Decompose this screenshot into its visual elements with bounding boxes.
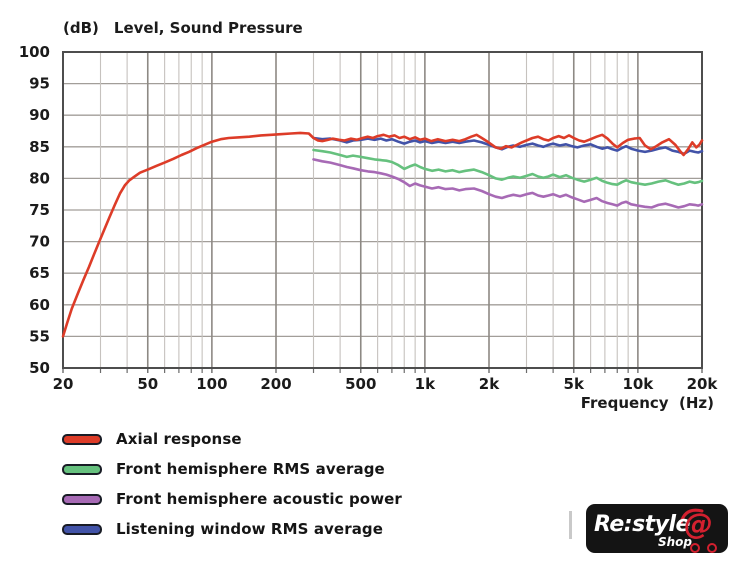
- y-tick-label: 100: [19, 43, 50, 61]
- legend-label: Front hemisphere acoustic power: [116, 490, 402, 508]
- y-tick-label: 90: [29, 106, 50, 124]
- y-tick-label: 60: [29, 296, 50, 314]
- x-tick-label: 5k: [564, 375, 585, 393]
- y-tick-label: 70: [29, 233, 50, 251]
- y-tick-label: 50: [29, 359, 50, 377]
- cart-handle-icon: [679, 508, 704, 525]
- at-cart-icon: @: [684, 507, 713, 541]
- x-tick-label: 10k: [622, 375, 654, 393]
- legend-swatch-front-hemisphere-rms-average: [62, 463, 102, 475]
- logo-sub-text: Shop: [658, 535, 693, 549]
- plot-border: [62, 51, 703, 369]
- series-axial-response: [61, 131, 704, 338]
- legend-item-front-hemisphere-rms-average: Front hemisphere RMS average: [62, 460, 402, 478]
- y-tick-label: 80: [29, 169, 50, 187]
- y-tick-label: 95: [29, 75, 50, 93]
- cart-wheel-icon: [690, 543, 700, 553]
- y-tick-label: 75: [29, 201, 50, 219]
- restyle-shop-logo: Re:style Shop @: [586, 504, 728, 553]
- chart-title: (dB) Level, Sound Pressure: [63, 19, 303, 37]
- legend-item-axial-response: Axial response: [62, 430, 402, 448]
- legend-label: Listening window RMS average: [116, 520, 384, 538]
- chart-title-text: Level, Sound Pressure: [113, 19, 303, 37]
- y-tick-label: 55: [29, 327, 50, 345]
- x-tick-label: 20k: [687, 375, 719, 393]
- legend-item-front-hemisphere-acoustic-power: Front hemisphere acoustic power: [62, 490, 402, 508]
- legend: Axial response Front hemisphere RMS avera…: [62, 430, 402, 538]
- series-front-hemisphere-rms-average: [312, 148, 704, 186]
- y-tick-label: 85: [29, 138, 50, 156]
- cart-wheel-icon: [707, 543, 717, 553]
- legend-swatch-axial-response: [62, 433, 102, 445]
- legend-label: Front hemisphere RMS average: [116, 460, 385, 478]
- legend-item-listening-window-rms-average: Listening window RMS average: [62, 520, 402, 538]
- legend-swatch-front-hemisphere-acoustic-power: [62, 493, 102, 505]
- x-tick-label: 500: [345, 375, 376, 393]
- legend-swatch-listening-window-rms-average: [62, 523, 102, 535]
- logo-brand-text: Re:style: [594, 512, 690, 537]
- x-tick-label: 20: [53, 375, 74, 393]
- x-tick-label: 200: [260, 375, 291, 393]
- series-front-hemisphere-acoustic-power: [312, 158, 704, 209]
- chart-title-unit: (dB): [63, 19, 99, 37]
- legend-label: Axial response: [116, 430, 242, 448]
- y-tick-label: 65: [29, 264, 50, 282]
- x-tick-label: 2k: [479, 375, 500, 393]
- frequency-response-plot: 20 50 100 200 500 1k 2k 5k 10k 20k100959085807570…: [19, 43, 719, 393]
- series-listening-window-rms-average: [312, 136, 704, 156]
- x-axis-title: Frequency (Hz): [580, 394, 714, 412]
- x-tick-label: 1k: [415, 375, 436, 393]
- x-tick-label: 50: [137, 375, 158, 393]
- scan-artifact: [569, 511, 572, 539]
- x-tick-label: 100: [196, 375, 227, 393]
